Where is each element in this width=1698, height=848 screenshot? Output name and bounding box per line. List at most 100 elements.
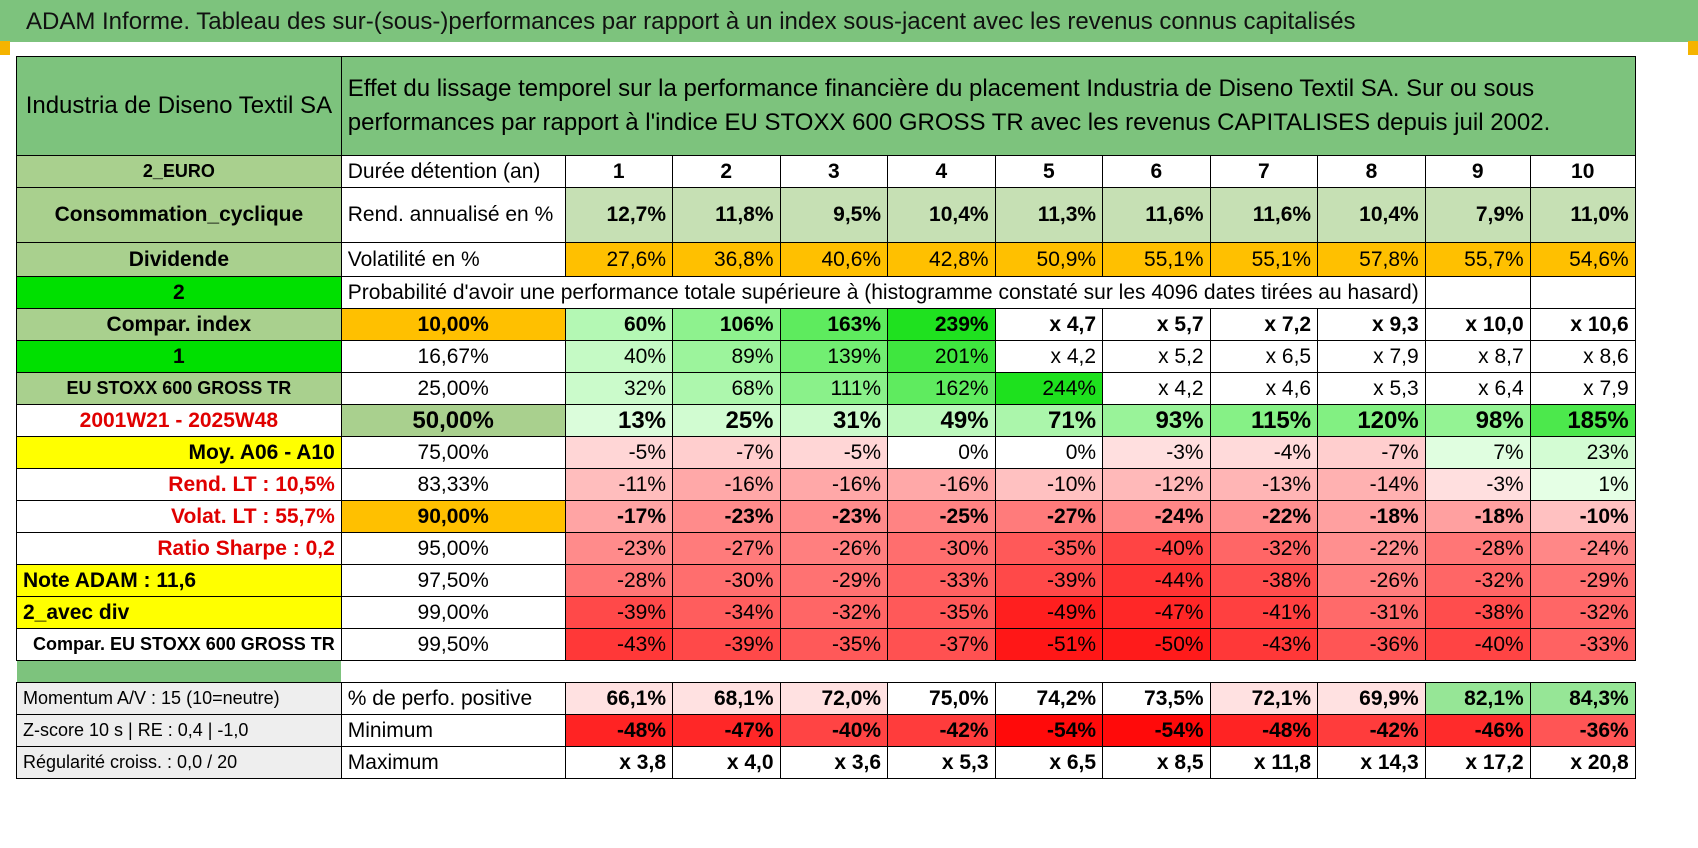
prob-threshold: 75,00% (340, 436, 566, 469)
empty-cell (1529, 276, 1636, 309)
prob-value: x 5,2 (1102, 340, 1211, 373)
rend-value: 10,4% (887, 187, 996, 243)
pos-value: 72,0% (779, 682, 889, 715)
prob-value: -40% (1424, 628, 1531, 661)
prob-value: -50% (1102, 628, 1211, 661)
dividend-label: Dividende (16, 242, 342, 277)
year-header: 4 (887, 155, 996, 188)
prob-value: 7% (1424, 436, 1531, 469)
prob-row: Compar. index 10,00% 60% 106% 163% 239% x 4,7 x… (16, 308, 1636, 341)
year-header: 6 (1102, 155, 1211, 188)
prob-value: 239% (887, 308, 996, 341)
prob-row: Note ADAM : 11,6 97,50% -28% -30% -29% -33% -3… (16, 564, 1636, 597)
prob-value: -38% (1424, 596, 1531, 629)
rend-value: 11,3% (994, 187, 1104, 243)
prob-value: -14% (1317, 468, 1426, 501)
footer-row: Momentum A/V : 15 (10=neutre)% de perfo.… (16, 682, 1636, 715)
pos-value: 68,1% (672, 682, 781, 715)
prob-value: x 7,9 (1529, 372, 1636, 405)
vol-value: 50,9% (994, 242, 1104, 277)
prob-value: x 6,4 (1424, 372, 1531, 405)
duration-row: 2_EURO Durée détention (an) 1 2 3 4 5 6 7 8 9 10 (16, 155, 1636, 188)
pos-value: 73,5% (1102, 682, 1211, 715)
max-value: x 17,2 (1424, 746, 1531, 779)
currency-label: 2_EURO (16, 155, 342, 188)
prob-value: 23% (1529, 436, 1636, 469)
gap-cell (341, 661, 565, 683)
max-value: x 11,8 (1209, 746, 1319, 779)
prob-value: -30% (672, 564, 781, 597)
prob-value: -33% (887, 564, 996, 597)
rend-value: 11,6% (1102, 187, 1211, 243)
pos-value: 75,0% (887, 682, 996, 715)
prob-value: -29% (1529, 564, 1636, 597)
compar-label: Compar. EU STOXX 600 GROSS TR (16, 628, 342, 661)
prob-row: Moy. A06 - A10 75,00% -5% -7% -5% 0% 0% -3% -4% -… (16, 436, 1636, 469)
prob-row: Volat. LT : 55,7% 90,00% -17% -23% -23% -25% -… (16, 500, 1636, 533)
pos-label: % de perfo. positive (340, 682, 566, 715)
max-value: x 5,3 (887, 746, 996, 779)
prob-value: -16% (779, 468, 889, 501)
max-value: x 20,8 (1529, 746, 1636, 779)
prob-value: 139% (779, 340, 889, 373)
index-name: EU STOXX 600 GROSS TR (16, 372, 342, 405)
prob-value: -39% (564, 596, 674, 629)
year-header: 2 (672, 155, 781, 188)
vol-row: Dividende Volatilité en % 27,6% 36,8% 40,6% 4… (16, 242, 1636, 277)
vol-value: 27,6% (564, 242, 674, 277)
prob-value: -24% (1529, 532, 1636, 565)
gap-cell (780, 661, 888, 683)
prob-value: -27% (994, 500, 1104, 533)
gap-cell (1318, 661, 1426, 683)
prob-value: 185% (1529, 404, 1636, 437)
max-value: x 6,5 (994, 746, 1104, 779)
prob-value: -17% (564, 500, 674, 533)
prob-value: 71% (994, 404, 1104, 437)
prob-value: -26% (779, 532, 889, 565)
prob-value: -34% (672, 596, 781, 629)
prob-value: x 8,7 (1424, 340, 1531, 373)
prob-value: x 4,2 (1102, 372, 1211, 405)
prob-value: x 8,6 (1529, 340, 1636, 373)
prob-value: 31% (779, 404, 889, 437)
one-label: 1 (16, 340, 342, 373)
prob-value: 0% (887, 436, 996, 469)
prob-value: 201% (887, 340, 996, 373)
year-header: 5 (994, 155, 1104, 188)
vol-value: 55,7% (1424, 242, 1531, 277)
prob-value: -24% (1102, 500, 1211, 533)
rend-lt: Rend. LT : 10,5% (16, 468, 342, 501)
max-value: x 14,3 (1317, 746, 1426, 779)
prob-row: 2_avec div 99,00% -39% -34% -32% -35% -49% -47%… (16, 596, 1636, 629)
vol-value: 36,8% (672, 242, 781, 277)
prob-value: 162% (887, 372, 996, 405)
prob-value: x 5,7 (1102, 308, 1211, 341)
prob-value: 13% (564, 404, 674, 437)
prob-value: 40% (564, 340, 674, 373)
prob-value: x 7,2 (1209, 308, 1319, 341)
prob-value: 120% (1317, 404, 1426, 437)
gap-cell (1210, 661, 1318, 683)
prob-value: -16% (887, 468, 996, 501)
prob-value: x 10,0 (1424, 308, 1531, 341)
rend-label: Rend. annualisé en % (340, 187, 566, 243)
gap-cell (565, 661, 673, 683)
pos-value: 74,2% (994, 682, 1104, 715)
prob-value: -4% (1209, 436, 1319, 469)
prob-value: -13% (1209, 468, 1319, 501)
pos-value: 72,1% (1209, 682, 1319, 715)
prob-value: -5% (779, 436, 889, 469)
pos-value: 69,9% (1317, 682, 1426, 715)
prob-row: Compar. EU STOXX 600 GROSS TR 99,50% -43% -… (16, 628, 1636, 661)
prob-value: 244% (994, 372, 1104, 405)
prob-value: 93% (1102, 404, 1211, 437)
vol-value: 40,6% (779, 242, 889, 277)
prob-threshold: 10,00% (340, 308, 566, 341)
prob-threshold: 90,00% (340, 500, 566, 533)
compar-index-label: Compar. index (16, 308, 342, 341)
prob-value: x 10,6 (1529, 308, 1636, 341)
min-value: -48% (564, 714, 674, 747)
prob-value: 111% (779, 372, 889, 405)
gap-cell (673, 661, 781, 683)
prob-value: 32% (564, 372, 674, 405)
